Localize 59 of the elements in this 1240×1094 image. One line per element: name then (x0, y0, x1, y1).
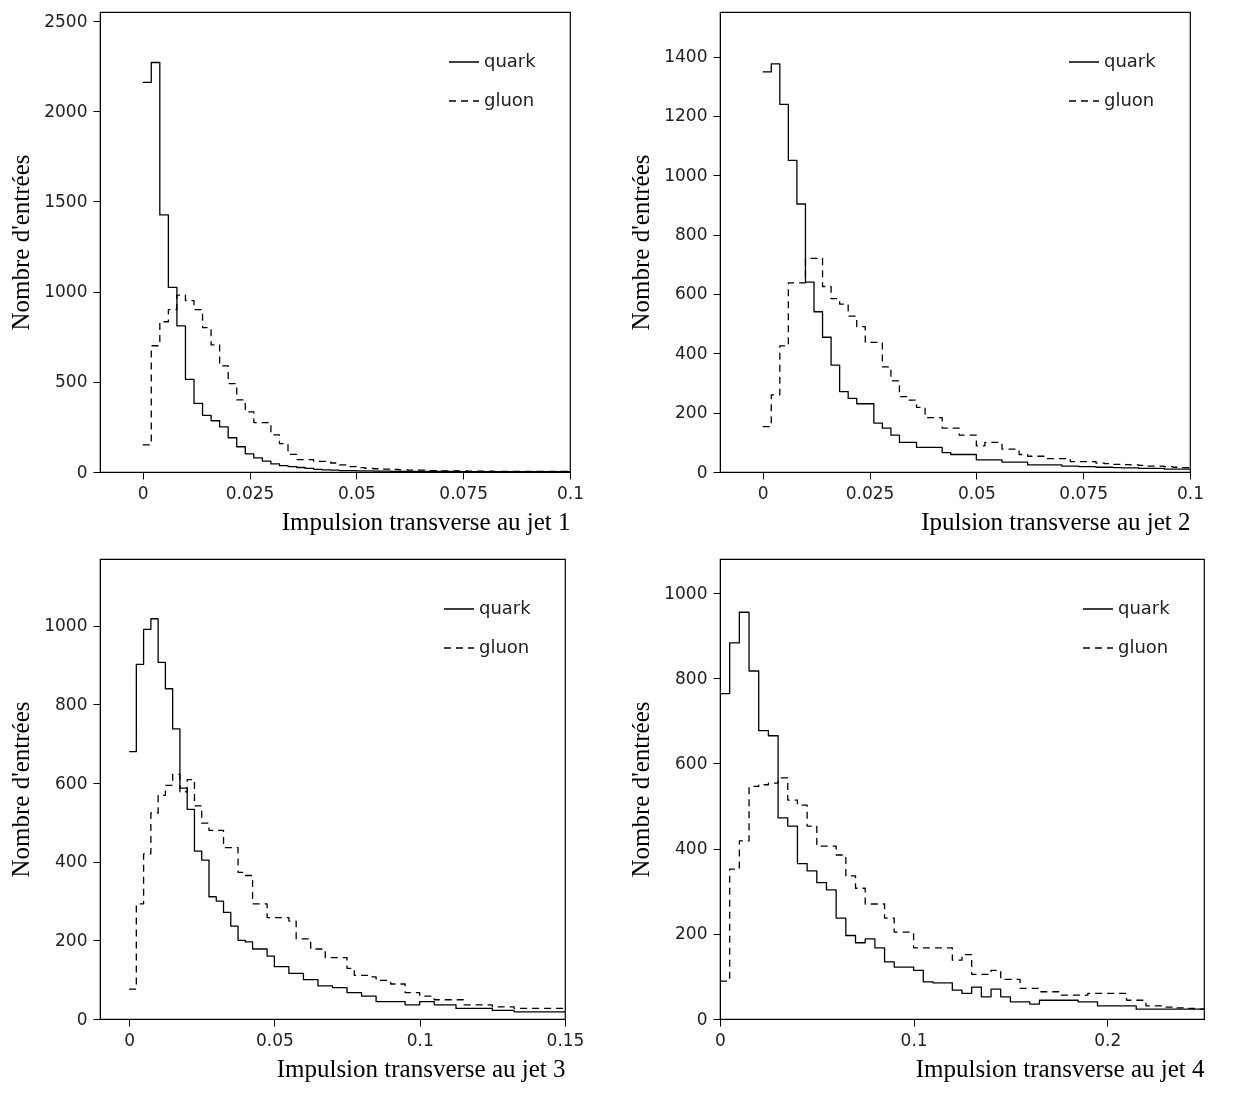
x-tick-label: 0.1 (1176, 482, 1205, 503)
y-tick-label: 400 (675, 838, 708, 859)
y-tick-label: 1400 (664, 46, 708, 67)
y-tick-label: 600 (675, 283, 708, 304)
x-tick-label: 0.1 (556, 482, 585, 503)
y-axis-title: Nombre d'entrées (7, 154, 35, 331)
x-tick-label: 0.05 (957, 482, 996, 503)
y-tick-label: 1500 (44, 190, 88, 211)
x-tick-label: 0.2 (1094, 1029, 1122, 1050)
y-tick-label: 800 (675, 667, 708, 688)
legend-label: gluon (484, 89, 535, 110)
x-tick-label: 0.025 (845, 482, 895, 503)
y-tick-label: 200 (675, 923, 708, 944)
x-tick-label: 0.05 (255, 1029, 294, 1050)
y-tick-label: 500 (55, 371, 88, 392)
x-axis-title: Impulsion transverse au jet 3 (276, 1054, 566, 1082)
y-tick-label: 1200 (664, 105, 708, 126)
y-tick-label: 1000 (44, 281, 88, 302)
y-tick-label: 400 (55, 851, 88, 872)
y-tick-label: 800 (55, 693, 88, 714)
y-tick-label: 0 (696, 1008, 708, 1029)
x-tick-label: 0 (757, 482, 769, 503)
legend-label: quark (484, 50, 537, 71)
legend-label: gluon (1104, 89, 1155, 110)
x-tick-label: 0 (124, 1029, 135, 1050)
y-axis-title: Nombre d'entrées (627, 701, 655, 878)
legend-label: quark (1104, 50, 1157, 71)
y-tick-label: 800 (675, 224, 708, 245)
y-tick-label: 400 (675, 342, 708, 363)
x-axis-title: Impulsion transverse au jet 4 (915, 1054, 1205, 1082)
x-tick-label: 0.025 (225, 482, 275, 503)
y-tick-label: 200 (675, 402, 708, 423)
legend-label: quark (479, 597, 532, 618)
legend-label: gluon (1118, 636, 1169, 657)
x-axis-title: Impulsion transverse au jet 1 (281, 507, 571, 535)
x-tick-label: 0.075 (1059, 482, 1109, 503)
y-tick-label: 600 (55, 772, 88, 793)
x-tick-label: 0 (137, 482, 149, 503)
y-tick-label: 2000 (44, 100, 88, 121)
y-tick-label: 1000 (664, 164, 708, 185)
y-tick-label: 200 (55, 929, 88, 950)
y-tick-label: 600 (675, 752, 708, 773)
x-tick-label: 0.05 (337, 482, 376, 503)
y-tick-label: 0 (76, 461, 88, 482)
x-tick-label: 0.15 (546, 1029, 585, 1050)
y-tick-label: 2500 (44, 10, 88, 31)
y-axis-title: Nombre d'entrées (627, 154, 655, 331)
y-tick-label: 1000 (44, 615, 88, 636)
x-tick-label: 0.1 (900, 1029, 928, 1050)
x-tick-label: 0.075 (439, 482, 489, 503)
x-tick-label: 0.1 (406, 1029, 434, 1050)
y-axis-title: Nombre d'entrées (7, 701, 35, 878)
y-tick-label: 0 (76, 1008, 88, 1029)
y-tick-label: 1000 (664, 582, 708, 603)
legend-label: gluon (479, 636, 530, 657)
x-tick-label: 0 (715, 1029, 726, 1050)
legend-label: quark (1118, 597, 1171, 618)
y-tick-label: 0 (696, 461, 708, 482)
x-axis-title: Ipulsion transverse au jet 2 (921, 507, 1191, 535)
